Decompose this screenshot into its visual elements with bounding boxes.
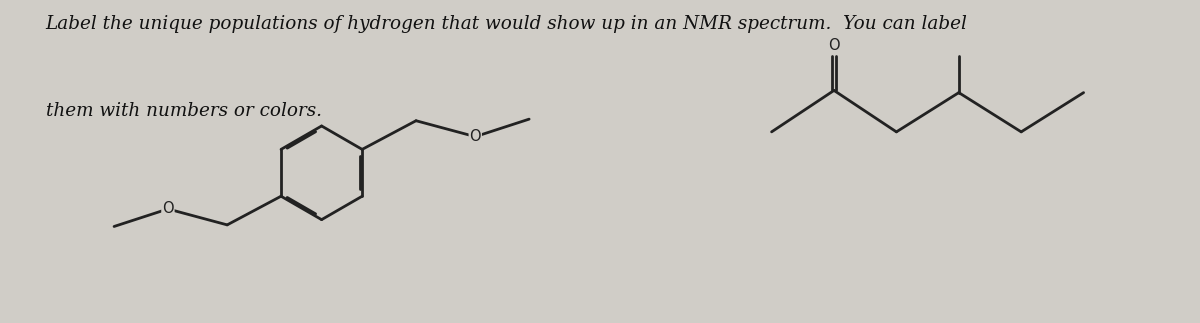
- Text: Label the unique populations of hydrogen that would show up in an NMR spectrum. : Label the unique populations of hydrogen…: [46, 15, 967, 33]
- Text: O: O: [469, 129, 481, 144]
- Text: O: O: [162, 202, 174, 216]
- Text: O: O: [828, 38, 840, 53]
- Text: them with numbers or colors.: them with numbers or colors.: [46, 102, 322, 120]
